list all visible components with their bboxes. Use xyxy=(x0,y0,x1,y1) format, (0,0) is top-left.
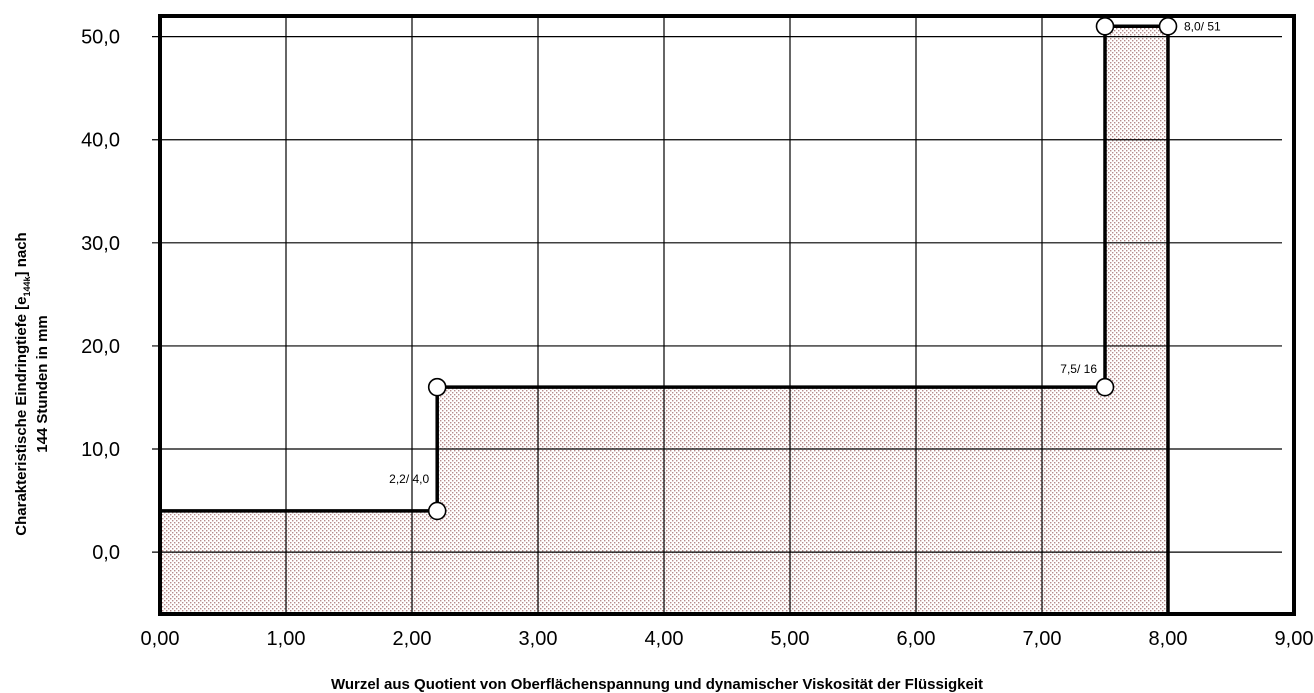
data-points-group xyxy=(427,17,1178,521)
y-axis-label: Charakteristische Eindringtiefe [e144k] … xyxy=(13,232,32,535)
x-tick-label: 1,00 xyxy=(267,628,306,650)
x-tick-labels-group: 0,00 1,00 2,00 3,00 4,00 5,00 6,00 7,00 8,00 9,00 xyxy=(141,628,1314,650)
annotations-group: 2,2/ 4,0 7,5/ 16 8,0/ 51 xyxy=(389,19,1221,486)
step-line-group xyxy=(160,24,1170,614)
x-tick-label: 6,00 xyxy=(897,628,936,650)
data-point xyxy=(1095,377,1115,397)
point-annotation: 8,0/ 51 xyxy=(1184,19,1221,33)
x-tick-label: 8,00 xyxy=(1149,628,1188,650)
y-axis-label-part2: ] nach xyxy=(13,232,30,276)
step-line xyxy=(160,24,1168,513)
data-point xyxy=(427,501,447,521)
y-tick-label: 0,0 xyxy=(92,542,120,564)
data-point xyxy=(427,377,447,397)
plot-frame xyxy=(158,14,1296,616)
x-tick-label: 3,00 xyxy=(519,628,558,650)
y-tick-label: 40,0 xyxy=(81,130,120,152)
data-point xyxy=(1158,17,1178,36)
point-annotation: 7,5/ 16 xyxy=(1060,362,1097,376)
y-axis-label-subscript: 144k xyxy=(22,275,32,296)
y-tick-label: 10,0 xyxy=(81,439,120,461)
y-tick-label: 20,0 xyxy=(81,336,120,358)
point-annotation: 2,2/ 4,0 xyxy=(389,472,429,486)
y-tick-label: 50,0 xyxy=(81,27,120,49)
grid-group xyxy=(152,16,1282,614)
data-point xyxy=(1095,17,1115,36)
y-axis-label-line2: 144 Stunden in mm xyxy=(34,315,51,453)
x-tick-label: 4,00 xyxy=(645,628,684,650)
x-tick-label: 7,00 xyxy=(1023,628,1062,650)
y-axis-label-part1: Charakteristische Eindringtiefe [e xyxy=(13,296,30,535)
plot-frame-group xyxy=(158,14,1296,616)
x-tick-label: 2,00 xyxy=(393,628,432,650)
y-tick-label: 30,0 xyxy=(81,233,120,255)
y-tick-labels-group: 0,0 10,0 20,0 30,0 40,0 50,0 xyxy=(81,27,120,565)
x-tick-label: 0,00 xyxy=(141,628,180,650)
x-axis-label: Wurzel aus Quotient von Oberflächenspann… xyxy=(331,676,983,693)
x-tick-label: 9,00 xyxy=(1275,628,1314,650)
x-tick-label: 5,00 xyxy=(771,628,810,650)
